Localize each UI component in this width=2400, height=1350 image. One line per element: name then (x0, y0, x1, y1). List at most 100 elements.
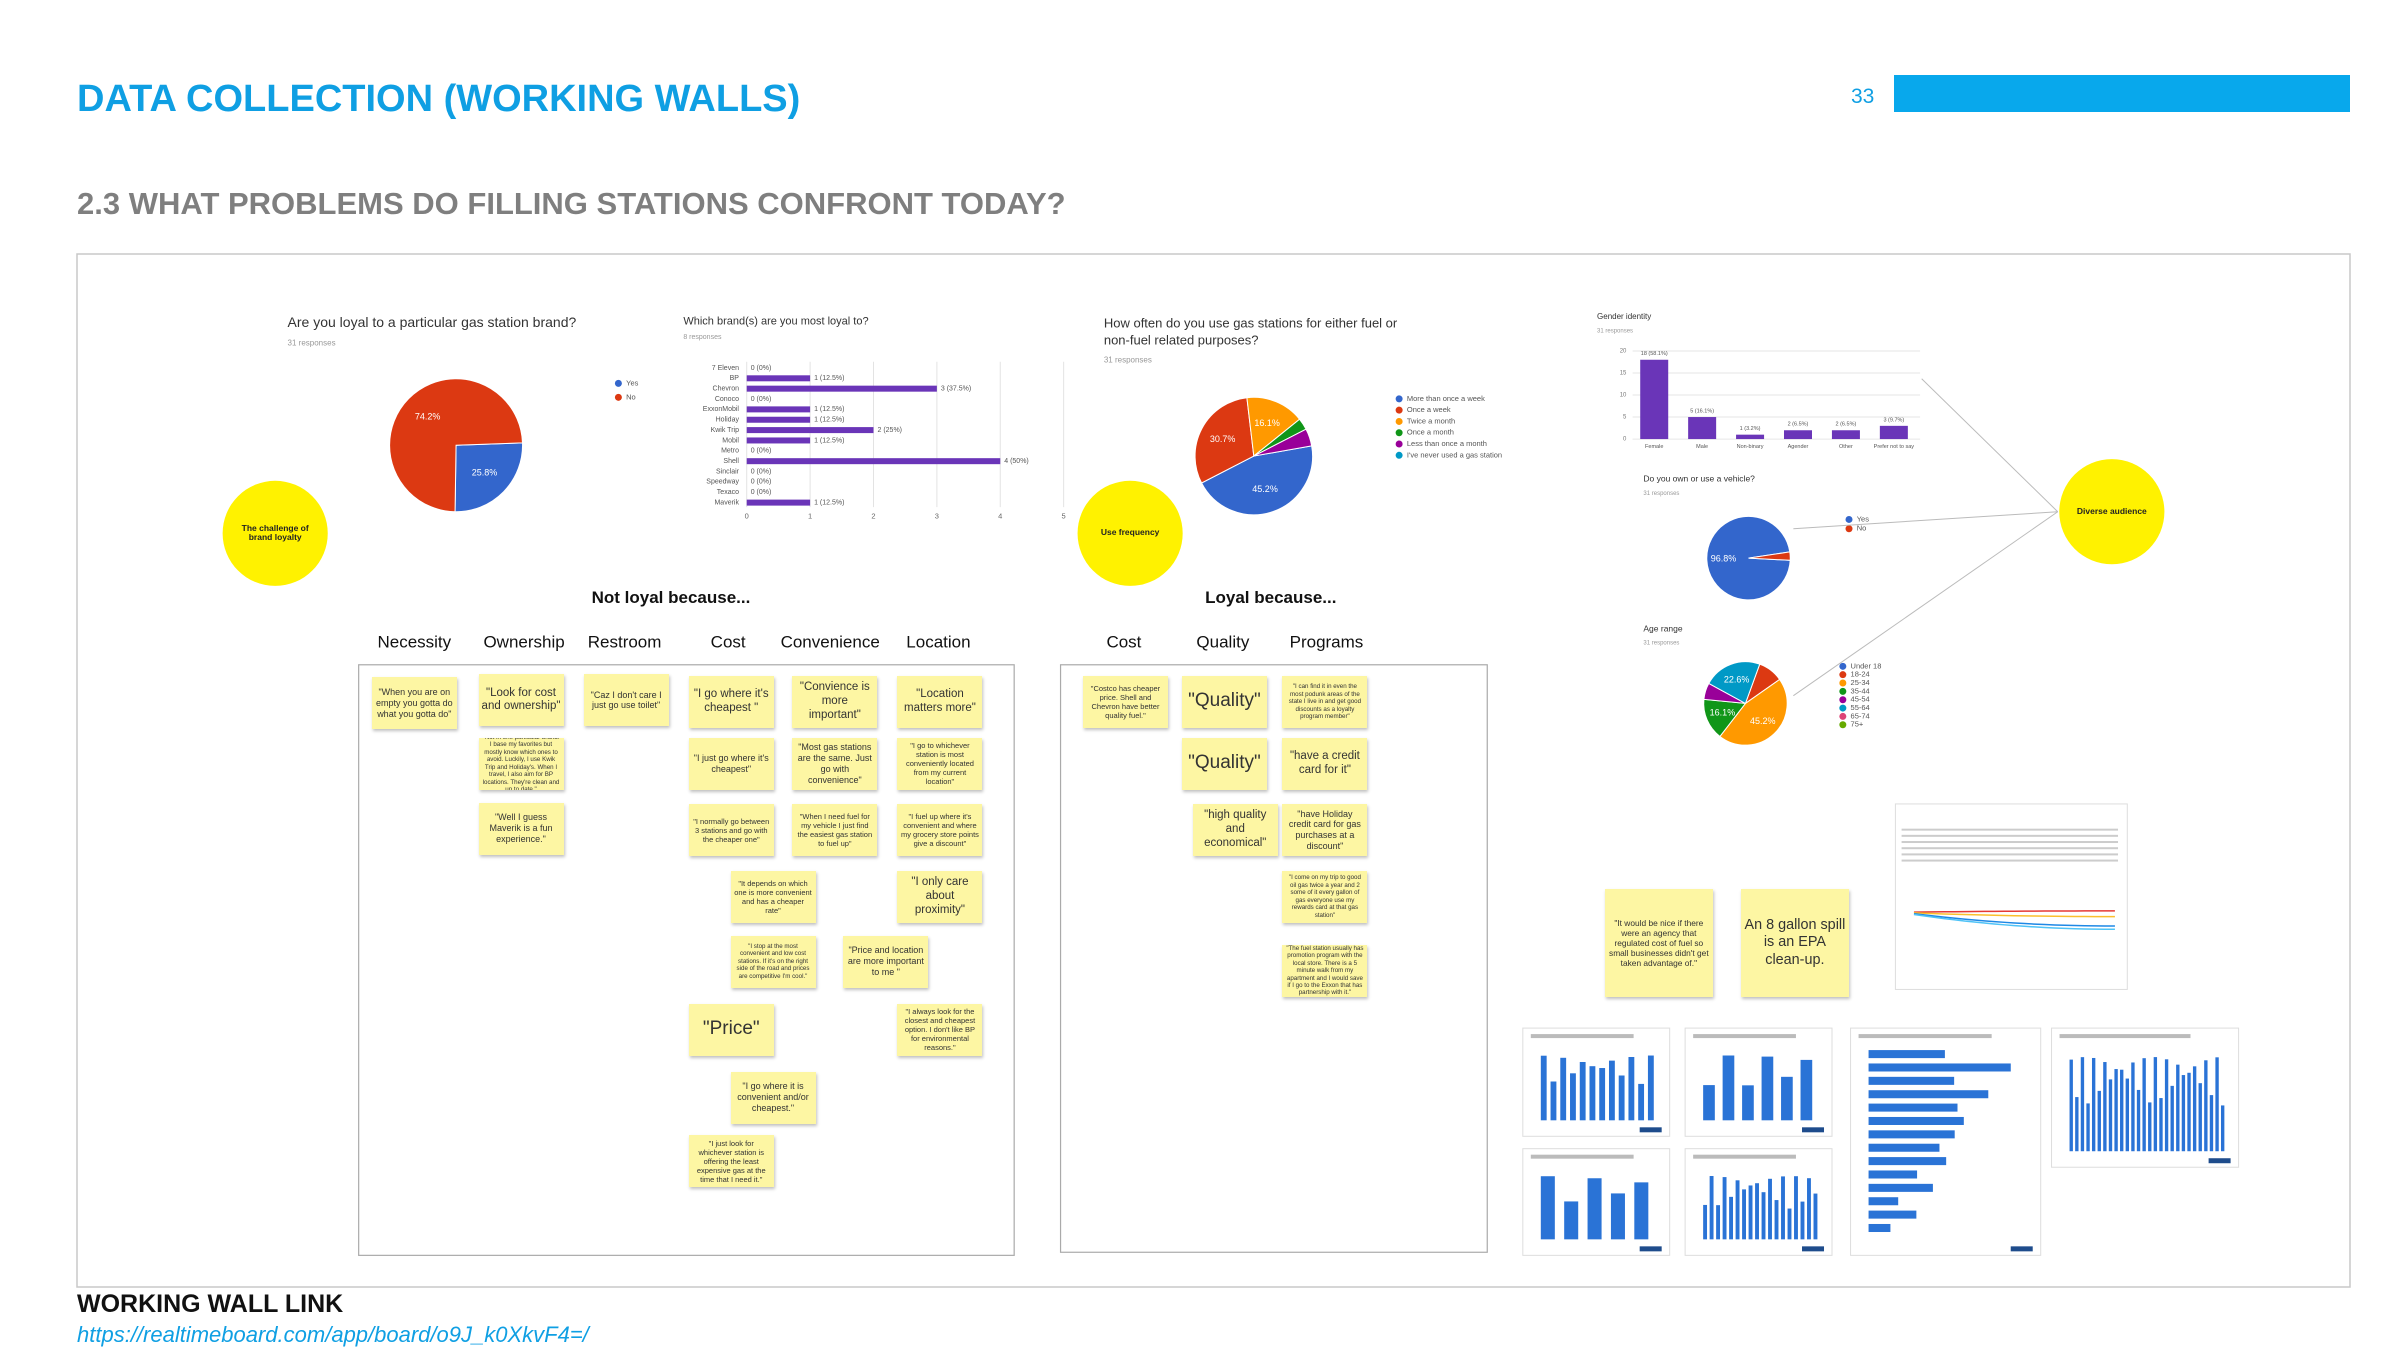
footer-link[interactable]: https://realtimeboard.com/app/board/o9J_… (77, 1322, 589, 1347)
bar-label: 2 (6.5%) (1788, 422, 1809, 428)
thumbnail-bar (2131, 1062, 2135, 1152)
legend-swatch (1395, 406, 1403, 414)
sticky-note: An 8 gallon spill is an EPA clean-up. (1740, 889, 1849, 998)
thumbnail-bar (1722, 1177, 1727, 1240)
thumbnail-bar (1781, 1076, 1793, 1121)
x-tick-label: 3 (935, 511, 939, 520)
thumbnail-bar (1755, 1183, 1759, 1240)
thumbnail-line (1913, 913, 2115, 931)
topic-circle (2059, 459, 2165, 565)
x-tick-label: 5 (1062, 511, 1066, 520)
legend-label: 35-44 (1851, 686, 1870, 695)
thumbnail-bar (2120, 1069, 2124, 1152)
thumbnail-bar (1868, 1223, 1891, 1233)
thumbnail (1522, 1027, 1671, 1137)
y-tick-label: 20 (1620, 349, 1627, 355)
page-number: 33 (1851, 85, 1875, 108)
y-tick-label: Chevron (713, 386, 740, 393)
y-tick-label: Holiday (716, 417, 740, 424)
thumbnail-bar (2176, 1064, 2180, 1152)
slice-label: 16.1% (1254, 418, 1280, 428)
legend-label: No (1857, 524, 1867, 533)
legend-label: Yes (1857, 514, 1869, 523)
y-tick-label: Maverik (714, 499, 739, 506)
y-tick-label: 15 (1620, 371, 1627, 377)
thumbnail-footer (1802, 1246, 1825, 1252)
legend-label: 18-24 (1851, 670, 1870, 679)
y-tick-label: Sinclair (716, 468, 740, 475)
x-tick-label: Prefer not to say (1874, 444, 1915, 450)
thumbnail-bar (1742, 1085, 1754, 1121)
thumbnail-bar (2170, 1085, 2174, 1152)
pie-slice (389, 378, 524, 513)
y-tick-label: Metro (721, 448, 739, 455)
legend-swatch (1395, 395, 1403, 403)
x-tick-label: Non-binary (1737, 444, 1764, 450)
thumbnail-text (1901, 834, 2119, 837)
thumbnail-bar (1768, 1178, 1772, 1240)
responses: 31 responses (1597, 328, 1633, 334)
sticky-note: "I normally go between 3 stations and go… (688, 804, 774, 857)
y-tick-label: Kwik Trip (711, 427, 740, 434)
thumbnail-bar (1647, 1055, 1654, 1121)
thumbnail-bar (2164, 1059, 2169, 1152)
legend-swatch (1839, 687, 1847, 695)
thumbnail-bar (1634, 1182, 1649, 1240)
question-title: Do you own or use a vehicle? (1643, 474, 1755, 484)
legend-swatch (1839, 671, 1847, 679)
sticky-note: "Caz I don't care I just go use toilet" (583, 674, 669, 727)
legend-swatch (614, 393, 622, 401)
thumbnail-bar (1560, 1057, 1567, 1121)
topic-label: Diverse audience (2076, 505, 2147, 516)
bar (1640, 359, 1669, 440)
thumbnail-line (1913, 912, 2115, 918)
connector (1921, 378, 2059, 513)
sticky-note: "Convience is more important" (792, 675, 878, 728)
column-heading: Convenience (781, 633, 880, 652)
thumbnail-bar (1868, 1103, 1958, 1112)
thumbnail-bar (1748, 1185, 1753, 1240)
legend-label: More than once a week (1407, 394, 1485, 403)
thumbnail-bar (1638, 1083, 1645, 1121)
thumbnail-bar (2103, 1062, 2107, 1152)
bar-label: 18 (58.1%) (1641, 351, 1668, 357)
thumbnail-bar (2108, 1079, 2113, 1152)
thumbnail-bar (1618, 1075, 1625, 1121)
group-frame (1059, 664, 1488, 1253)
x-tick-label: Male (1696, 444, 1708, 450)
connector (1793, 511, 2059, 697)
thumbnail-bar (1729, 1196, 1734, 1240)
legend-label: Once a week (1407, 405, 1451, 414)
thumbnail-bar (1868, 1063, 2011, 1072)
bar-label: 3 (37.5%) (941, 386, 971, 393)
y-tick-label: 7 Eleven (712, 365, 739, 372)
legend-swatch (1839, 712, 1847, 720)
legend-label: I've never used a gas station (1407, 450, 1502, 459)
thumbnail-bar (1787, 1208, 1792, 1240)
sticky-note: "I only care about proximity" (897, 870, 983, 923)
thumbnail-bar (1868, 1210, 1917, 1219)
bar (746, 375, 811, 382)
y-tick-label: BP (730, 375, 740, 382)
column-heading: Restroom (588, 633, 662, 652)
question-title: Age range (1643, 623, 1682, 633)
thumbnail-bar (2192, 1066, 2197, 1152)
thumbnail-bar (1722, 1055, 1735, 1121)
thumbnail-bar (1579, 1061, 1586, 1121)
bar (746, 499, 811, 506)
bar-label: 0 (0%) (751, 468, 772, 475)
thumbnail-bar (2204, 1060, 2208, 1152)
header-bar (1894, 75, 2350, 112)
y-tick-label: 10 (1620, 393, 1627, 399)
thumbnail-bar (2125, 1078, 2130, 1152)
slice-label: 30.7% (1210, 434, 1236, 444)
sticky-note: "I stop at the most convenient and low c… (730, 935, 816, 988)
x-tick-label: Other (1839, 444, 1853, 450)
thumbnail-bar (1761, 1056, 1774, 1121)
question-title: Are you loyal to a particular gas statio… (288, 314, 577, 330)
thumbnail (1894, 803, 2128, 990)
thumbnail-bar (2075, 1097, 2079, 1152)
sticky-note: "I go where it is convenient and/or chea… (730, 1071, 816, 1124)
pie-slice (1194, 397, 1255, 484)
legend-swatch (1839, 679, 1847, 687)
